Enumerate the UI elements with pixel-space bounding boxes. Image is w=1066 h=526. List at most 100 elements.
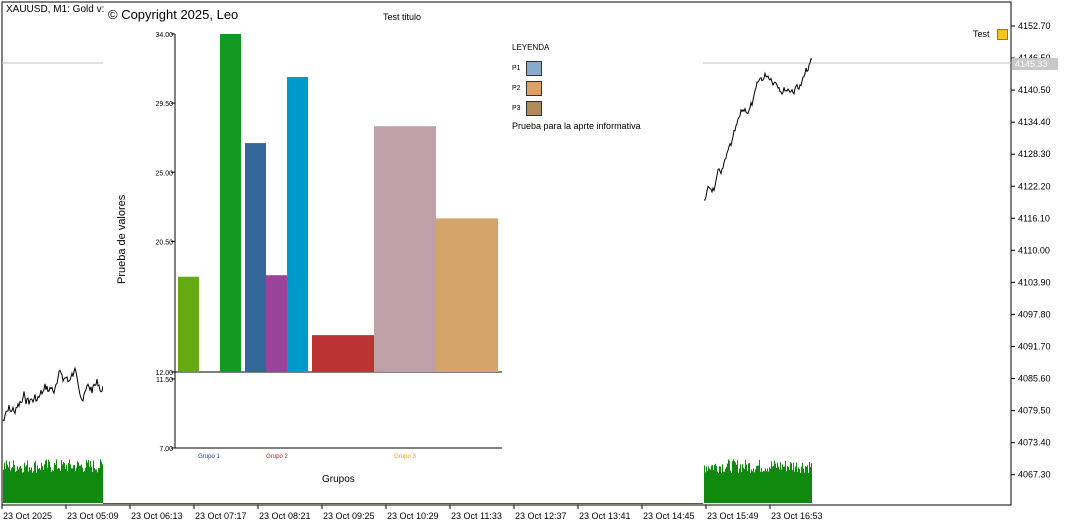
- volume-bar: [711, 465, 712, 503]
- volume-bar: [802, 462, 803, 503]
- group-label: Grupo 3: [394, 454, 416, 460]
- volume-bar: [15, 471, 16, 503]
- x-axis-label: Grupos: [322, 474, 355, 485]
- volume-bar: [80, 465, 81, 503]
- bar: [266, 275, 287, 372]
- symbol-label: XAUUSD, M1: Gold v:: [6, 4, 105, 15]
- time-tick-label: 23 Oct 06:13: [131, 511, 183, 521]
- bar: [220, 34, 241, 372]
- volume-bar: [13, 460, 14, 503]
- volume-bar: [31, 467, 32, 503]
- volume-bar: [40, 469, 41, 503]
- volume-bar: [729, 460, 730, 503]
- volume-bar: [86, 460, 87, 503]
- volume-bar: [60, 470, 61, 503]
- time-tick-label: 23 Oct 15:49: [707, 511, 759, 521]
- price-tick-label: 4116.10: [1018, 213, 1050, 223]
- legend-note: Prueba para la aprte informativa: [512, 121, 641, 131]
- volume-bar: [90, 460, 91, 503]
- volume-bar: [745, 459, 746, 503]
- volume-bar: [63, 461, 64, 503]
- volume-bar: [719, 466, 720, 503]
- volume-bar: [800, 472, 801, 503]
- legend-swatch: [526, 60, 542, 76]
- volume-bar: [14, 465, 15, 503]
- time-tick-label: 23 Oct 05:09: [67, 511, 119, 521]
- volume-bar: [707, 470, 708, 503]
- bar: [436, 218, 498, 372]
- volume-bar: [44, 464, 45, 503]
- volume-bar: [764, 470, 765, 503]
- volume-bar: [43, 469, 44, 503]
- volume-bar: [704, 465, 705, 503]
- volume-bar: [61, 460, 62, 503]
- volume-bar: [21, 468, 22, 503]
- volume-bar: [726, 466, 727, 503]
- volume-bar: [791, 463, 792, 503]
- legend-item-label: P2: [512, 84, 521, 92]
- volume-bar: [22, 472, 23, 503]
- volume-bar: [35, 461, 36, 503]
- volume-bar: [709, 468, 710, 503]
- volume-bar: [794, 471, 795, 503]
- volume-bar: [782, 464, 783, 503]
- price-series: [2, 57, 813, 422]
- volume-bar: [741, 472, 742, 503]
- volume-bar: [728, 459, 729, 503]
- volume-bar: [91, 466, 92, 503]
- volume-bar: [766, 471, 767, 503]
- volume-bar: [733, 459, 734, 503]
- volume-bar: [81, 464, 82, 503]
- volume-bar: [29, 467, 30, 503]
- volume-bar: [810, 466, 811, 503]
- y-tick-label: 7.00: [159, 446, 173, 453]
- volume-bar: [725, 468, 726, 503]
- volume-bar: [746, 464, 747, 503]
- price-tick-label: 4128.30: [1018, 149, 1051, 159]
- volume-bar: [716, 466, 717, 503]
- volume-bar: [805, 466, 806, 503]
- price-tick-label: 4122.20: [1018, 181, 1051, 191]
- time-tick-label: 23 Oct 14:45: [643, 511, 695, 521]
- volume-bar: [774, 460, 775, 503]
- volume-bar: [759, 459, 760, 503]
- volume-bar: [75, 471, 76, 503]
- volume-bar: [85, 467, 86, 503]
- volume-bar: [772, 466, 773, 503]
- time-tick-label: 23 Oct 07:17: [195, 511, 247, 521]
- volume-bar: [755, 469, 756, 503]
- volume-bar: [763, 470, 764, 503]
- volume-bar: [756, 466, 757, 503]
- volume-bar: [783, 466, 784, 503]
- volume-bar: [786, 471, 787, 503]
- volume-bar: [67, 471, 68, 503]
- volume-bar: [801, 466, 802, 503]
- price-tick-label: 4097.80: [1018, 309, 1051, 319]
- volume-bar: [723, 471, 724, 503]
- volume-bar: [39, 468, 40, 503]
- time-tick-label: 23 Oct 13:41: [579, 511, 631, 521]
- volume-bar: [714, 464, 715, 503]
- volume-bar: [55, 464, 56, 503]
- volume-bar: [16, 470, 17, 503]
- volume-bar: [100, 459, 101, 503]
- object-label: Test: [973, 29, 990, 39]
- volume-bar: [761, 468, 762, 503]
- time-tick-label: 23 Oct 16:53: [771, 511, 823, 521]
- volume-bar: [45, 460, 46, 503]
- volume-bar: [37, 465, 38, 503]
- price-tick-label: 4067.30: [1018, 470, 1051, 480]
- volume-bar: [98, 468, 99, 503]
- price-tick-label: 4134.40: [1018, 117, 1051, 127]
- volume-bar: [11, 468, 12, 503]
- volume-bar: [747, 470, 748, 503]
- volume-bar: [788, 467, 789, 503]
- legend-swatch: [526, 80, 542, 96]
- volume-bar: [787, 466, 788, 503]
- volume-bar: [9, 461, 10, 503]
- volume-bar: [724, 471, 725, 503]
- volume-bar: [46, 459, 47, 503]
- volume-bar: [102, 464, 103, 503]
- y-tick-label: 11.50: [156, 377, 173, 384]
- object-marker-icon[interactable]: [997, 29, 1008, 40]
